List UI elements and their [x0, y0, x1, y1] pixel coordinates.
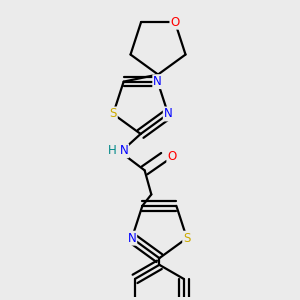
Text: N: N: [128, 232, 136, 245]
Text: H: H: [108, 144, 117, 157]
Text: O: O: [170, 16, 180, 29]
Text: N: N: [153, 75, 162, 88]
Text: S: S: [183, 232, 190, 245]
Text: N: N: [164, 107, 172, 121]
Text: O: O: [167, 151, 177, 164]
Text: S: S: [110, 107, 117, 121]
Text: N: N: [119, 144, 128, 157]
